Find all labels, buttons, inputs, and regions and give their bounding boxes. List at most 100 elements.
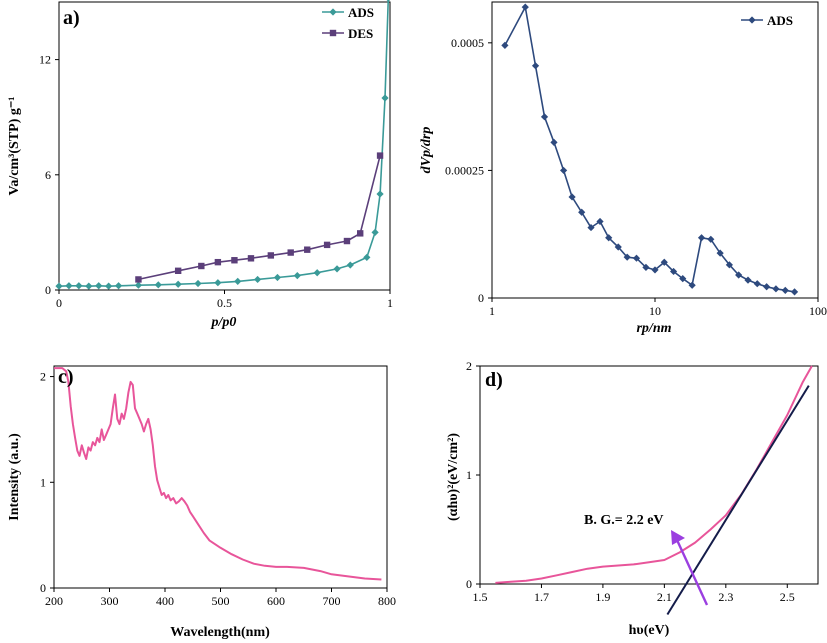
y-tick-label-a: 6 [45, 168, 51, 182]
legend-marker-b [748, 16, 756, 24]
x-tick-label-c: 300 [101, 594, 119, 608]
x-tick-label-c: 600 [267, 594, 285, 608]
x-tick-label-d: 1.7 [534, 590, 549, 604]
y-tick-label-d: 2 [466, 359, 472, 373]
data-point-b-0 [707, 235, 715, 243]
legend-marker-a-1 [329, 29, 337, 37]
data-point-a-0 [363, 253, 371, 261]
x-axis-label-a: p/p0 [211, 315, 237, 330]
panel-label-c: c) [58, 366, 74, 388]
data-point-a-1 [135, 276, 142, 283]
data-point-b-0 [660, 258, 668, 266]
x-axis-label-c: Wavelength(nm) [170, 625, 270, 640]
y-axis-label-a-group: Va/cm³(STP) g⁻¹ [7, 97, 22, 196]
y-axis-label-b-group: dVp/drp [419, 127, 434, 174]
data-point-b-0 [651, 266, 659, 274]
series-line-c-0 [54, 367, 382, 581]
data-point-a-1 [357, 230, 364, 237]
data-point-b-0 [578, 208, 586, 216]
data-point-a-1 [174, 267, 182, 274]
data-point-b-0 [596, 217, 604, 226]
data-point-a-0 [313, 269, 321, 277]
data-point-b-0 [560, 166, 568, 175]
data-point-a-0 [381, 94, 389, 102]
data-point-b-0 [540, 113, 549, 121]
band-gap-arrow-head [671, 530, 685, 545]
data-point-a-1 [198, 262, 205, 270]
series-line-d-0 [495, 365, 813, 584]
data-point-b-0 [735, 271, 743, 279]
data-point-b-0 [679, 275, 687, 283]
panel-label-a: a) [63, 7, 80, 29]
y-tick-label-a: 0 [45, 283, 51, 297]
x-tick-label-c: 400 [156, 594, 174, 608]
plot-frame-d [479, 365, 819, 585]
x-axis-label-b: rp/nm [636, 321, 671, 336]
data-point-a-0 [75, 282, 83, 290]
x-tick-label-d: 2.3 [718, 590, 733, 604]
data-point-b-0 [697, 234, 706, 242]
data-point-a-0 [134, 281, 143, 289]
data-point-a-1 [214, 258, 222, 266]
data-point-a-0 [65, 282, 73, 290]
band-gap-annotation: B. G.= 2.2 eV [584, 513, 664, 528]
data-point-a-0 [333, 265, 341, 273]
data-point-b-0 [531, 62, 540, 70]
x-axis-label-d: hυ(eV) [629, 623, 670, 638]
y-axis-label-a: Va/cm³(STP) g⁻¹ [7, 97, 22, 196]
x-tick-label-c: 700 [323, 594, 341, 608]
legend-label-a-1: DES [348, 26, 373, 41]
data-point-a-1 [304, 246, 311, 253]
y-tick-label-b: 0.0005 [451, 36, 484, 50]
data-point-b-0 [744, 276, 752, 284]
x-tick-label-d: 2.1 [657, 590, 672, 604]
x-tick-label-b: 10 [649, 304, 661, 318]
y-tick-label-b: 0 [478, 291, 484, 305]
panel-label-d: d) [485, 369, 503, 391]
y-axis-label-c-group: Intensity (a.u.) [7, 433, 22, 521]
data-point-a-1 [247, 255, 255, 262]
y-tick-label-d: 1 [466, 468, 472, 482]
x-tick-label-c: 800 [378, 594, 396, 608]
data-point-a-0 [85, 282, 93, 290]
data-point-b-0 [669, 267, 678, 276]
series-line-d-1 [666, 385, 810, 616]
data-point-b-0 [605, 234, 613, 242]
band-gap-arrow [675, 539, 709, 606]
data-point-a-1 [231, 257, 238, 264]
y-tick-label-c: 0 [40, 581, 46, 595]
legend-label-a-0: ADS [348, 5, 374, 20]
data-point-a-0 [273, 273, 282, 282]
data-point-a-1 [267, 252, 275, 259]
plot-frame-a [58, 1, 391, 291]
y-tick-label-d: 0 [466, 577, 472, 591]
plot-frame-b [491, 1, 819, 299]
data-point-a-1 [323, 241, 331, 249]
data-point-b-0 [716, 249, 724, 257]
data-point-b-0 [568, 193, 576, 201]
data-point-a-0 [371, 228, 379, 236]
data-point-a-0 [194, 279, 202, 288]
data-point-a-0 [55, 282, 63, 290]
data-point-a-0 [254, 275, 262, 284]
data-point-b-0 [642, 263, 650, 271]
x-tick-label-b: 1 [489, 304, 495, 318]
x-tick-label-d: 2.5 [780, 590, 795, 604]
data-point-b-0 [550, 138, 558, 146]
data-point-a-0 [234, 277, 242, 285]
data-point-a-0 [114, 282, 123, 290]
y-axis-label-c: Intensity (a.u.) [7, 433, 22, 521]
data-point-b-0 [688, 281, 696, 289]
data-point-a-0 [105, 282, 113, 290]
data-point-b-0 [753, 280, 761, 288]
data-point-b-0 [725, 261, 733, 269]
series-line-b-0 [504, 6, 795, 293]
data-point-a-0 [376, 190, 384, 198]
x-tick-label-c: 500 [212, 594, 230, 608]
data-point-a-0 [95, 282, 103, 290]
data-point-a-1 [343, 237, 351, 245]
x-tick-label-a: 0 [56, 296, 62, 310]
legend-marker-a-0 [329, 8, 337, 16]
data-point-a-0 [346, 261, 354, 269]
data-point-b-0 [632, 254, 641, 262]
